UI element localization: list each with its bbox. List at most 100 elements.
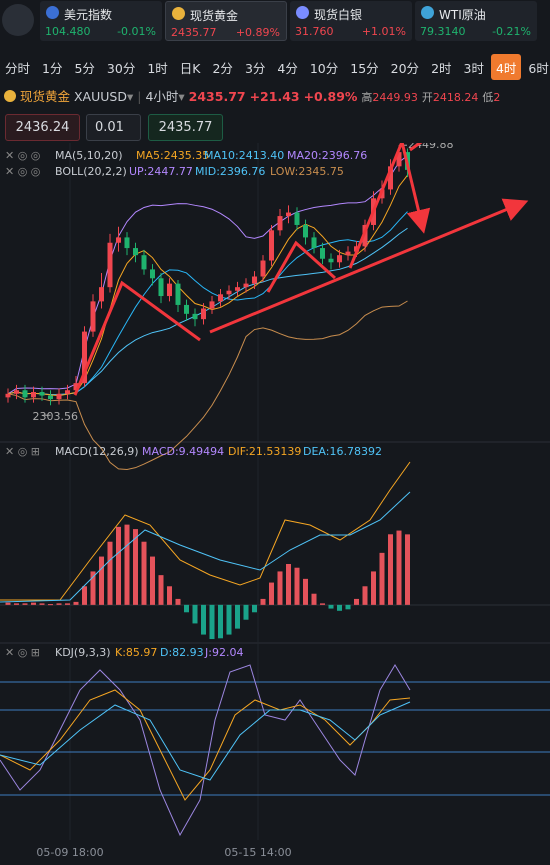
timeframe[interactable]: 4时 [490, 54, 522, 80]
macd-bar [226, 604, 232, 635]
k-value: K:85.97 [115, 646, 157, 659]
macd-bar [22, 603, 28, 605]
candle-body [269, 230, 274, 261]
legend-boll: BOLL(20,2,2) [55, 165, 127, 178]
candle-body [192, 313, 198, 320]
macd-bar [48, 604, 53, 606]
legend-icons[interactable]: ✕ ◎ ◎ [5, 165, 40, 178]
candle-body [14, 390, 19, 394]
ticker-price: 31.760 [295, 25, 334, 38]
timeframe[interactable]: 1时 [147, 61, 168, 76]
k-line [0, 689, 411, 801]
app-logo[interactable] [2, 4, 34, 36]
low-label: 低 [482, 91, 494, 104]
macd-title: MACD(12,26,9) [55, 445, 139, 458]
change-pct: +0.89% [303, 89, 358, 104]
timeframe[interactable]: 15分 [350, 61, 379, 76]
ticker-change: -0.21% [492, 25, 531, 38]
macd-bar [362, 586, 368, 605]
lot-input[interactable]: 0.01 [86, 114, 141, 141]
candle-body [218, 294, 223, 302]
macd-bar [133, 529, 138, 605]
j-line [0, 664, 411, 837]
macd-bar [328, 604, 334, 609]
macd-bar [286, 564, 291, 605]
macd-bar [167, 586, 172, 605]
timeframe[interactable]: 3时 [463, 61, 484, 76]
timeframe[interactable]: 2时 [431, 61, 452, 76]
timeframe[interactable]: 6时 [528, 61, 549, 76]
macd-bar [218, 604, 223, 639]
ticker-change: +0.89% [235, 26, 280, 39]
arrow [73, 280, 201, 396]
candle-body [303, 224, 308, 238]
candle-body [133, 248, 138, 256]
arrow [266, 240, 337, 293]
macd-bar [158, 575, 164, 605]
ticker-card[interactable]: WTI原油 79.3140 -0.21% [415, 1, 537, 41]
timeframe[interactable]: 4分 [277, 61, 298, 76]
macd-bar [39, 603, 45, 605]
candle-body [209, 301, 215, 309]
quote-name[interactable]: 现货黄金 [19, 89, 70, 104]
candle-body [150, 269, 155, 279]
timeframe[interactable]: 分时 [5, 61, 31, 76]
sell-price[interactable]: 2436.24 [5, 114, 80, 141]
timeframe[interactable]: 5分 [74, 61, 95, 76]
macd-bar [141, 541, 147, 605]
buy-price[interactable]: 2435.77 [148, 114, 223, 141]
timeframe[interactable]: 20分 [390, 61, 420, 76]
candle-body [328, 258, 334, 263]
ticker-card[interactable]: 现货白银 31.760 +1.01% [290, 1, 412, 41]
kdj-levels [0, 681, 550, 796]
ticker-card[interactable]: 美元指数 104.480 -0.01% [40, 1, 162, 41]
period[interactable]: 4小时 [145, 89, 179, 104]
chart: ✕ ◎ ◎ ✕ ◎ ◎ MA(5,10,20) MA5:2435.35 MA10… [0, 143, 550, 859]
candle-body [260, 260, 266, 277]
ticker-icon [172, 7, 185, 20]
legend-ma10: MA10:2413.40 [204, 149, 284, 162]
macd-bar [235, 604, 240, 629]
ticker-icon [46, 6, 59, 19]
gold-icon [4, 90, 16, 102]
macd-bar [5, 602, 11, 605]
dif-value: DIF:21.53139 [228, 445, 301, 458]
legend-icons[interactable]: ✕ ◎ ◎ [5, 149, 40, 162]
ticker-price: 2435.77 [171, 26, 217, 39]
legend-icons[interactable]: ✕ ◎ ⊞ [5, 445, 40, 458]
dropdown: ▾ [126, 89, 134, 104]
timeframe[interactable]: 30分 [106, 61, 136, 76]
candle-body [226, 290, 232, 295]
candle-body [235, 287, 240, 291]
macd-bar [379, 552, 385, 605]
macd-bar [269, 582, 274, 605]
macd-bar [201, 604, 206, 635]
candle-body [286, 212, 291, 217]
macd-bar [396, 530, 402, 605]
timeframe[interactable]: 10分 [309, 61, 339, 76]
candle-body [388, 166, 393, 190]
timeframe[interactable]: 3分 [244, 61, 266, 76]
macd-bar [311, 593, 317, 605]
timeframe[interactable]: 日K [179, 61, 201, 76]
macd-bar [354, 598, 359, 605]
timeframe[interactable]: 2分 [212, 61, 233, 76]
ticker-card[interactable]: 现货黄金 2435.77 +0.89% [165, 1, 287, 41]
macd-bar [252, 604, 257, 613]
legend-icons[interactable]: ✕ ◎ ⊞ [5, 646, 40, 659]
ticker-name: 现货白银 [314, 8, 363, 22]
legend-ma5: MA5:2435.35 [136, 149, 209, 162]
low-mark: 2303.56 [33, 410, 79, 423]
quote-symbol[interactable]: XAUUSD [73, 89, 127, 104]
macd-bar [107, 541, 113, 605]
ticker-name: 美元指数 [64, 8, 113, 22]
timeframe-bar: 分时1分5分30分1时日K2分3分4分10分15分20分2时3时4时6时8时 [0, 54, 550, 80]
macd-bar [294, 567, 300, 605]
candle-body [311, 237, 317, 249]
macd-bar [116, 526, 121, 605]
candle-body [252, 276, 257, 284]
dif-line [0, 461, 411, 601]
macd-bar [388, 534, 393, 605]
timeframe[interactable]: 1分 [42, 61, 63, 76]
macd-bar [192, 604, 198, 624]
